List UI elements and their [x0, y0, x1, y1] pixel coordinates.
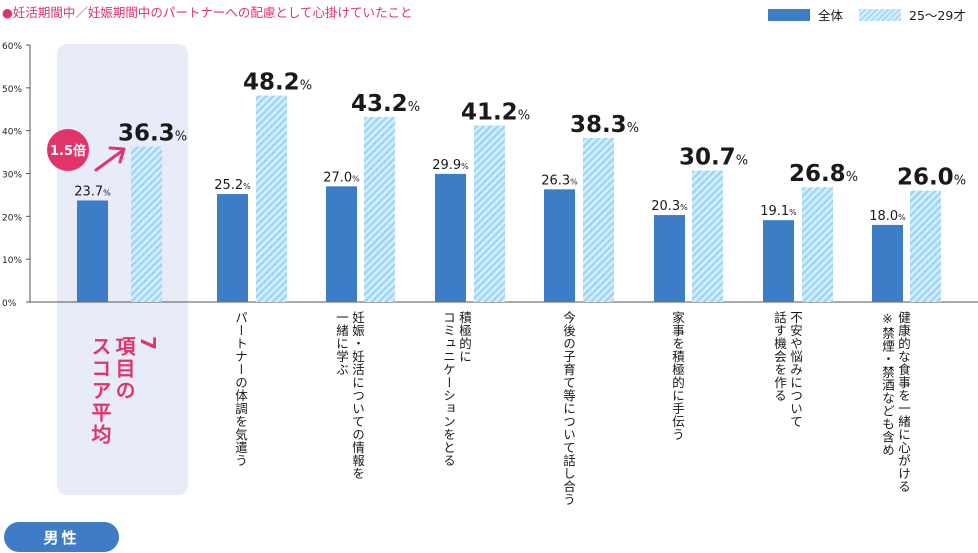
ratio-arrow-line	[94, 149, 124, 172]
category-label: 不安や悩みについて 話す機会を作る	[772, 311, 803, 428]
y-tick-label: 60%	[2, 42, 22, 52]
category-label: 家事を積極的に手伝う	[670, 311, 685, 441]
value-label-all: 18.0%	[869, 209, 906, 224]
ratio-label: 1.5倍	[50, 143, 86, 159]
legend-label-age: 25～29才	[909, 8, 966, 23]
ratio-annotation: 1.5倍	[47, 129, 126, 172]
value-label-all: 29.9%	[432, 158, 469, 173]
bar-age	[364, 116, 395, 303]
category-label: 妊娠・妊活についての情報を 一緒に学ぶ	[334, 311, 365, 480]
value-label-age: 41.2%	[461, 100, 530, 126]
bar-all	[872, 224, 903, 302]
value-labels: 23.7% 36.3% 25.2% 48.2% 27.0% 43.2% 29.9% 41.2%…	[74, 70, 966, 224]
bar-all	[435, 173, 466, 302]
ratio-badge	[47, 129, 89, 171]
value-label-age: 48.2%	[243, 70, 312, 96]
value-label-age: 36.3%	[118, 121, 187, 147]
bar-age	[583, 137, 614, 302]
y-tick-label: 50%	[2, 85, 22, 95]
legend-swatch-age	[859, 8, 902, 21]
y-tick-label: 30%	[2, 171, 22, 181]
bar-age	[692, 170, 723, 302]
bar-all	[544, 189, 575, 302]
value-label-all: 23.7%	[74, 184, 111, 199]
value-label-all: 25.2%	[214, 178, 251, 193]
bar-all	[654, 215, 685, 302]
legend: 全体 25～29才	[768, 5, 966, 24]
category-label: 積極的に コミュニケーションをとる	[441, 311, 472, 467]
value-label-all: 19.1%	[760, 204, 797, 219]
bar-age	[474, 125, 505, 302]
y-tick-label: 10%	[2, 256, 22, 266]
sex-badge: 男性	[4, 522, 119, 552]
average-label: 7 項目の スコア平均	[88, 336, 160, 446]
bar-all	[77, 200, 108, 302]
legend-label-all: 全体	[818, 8, 844, 23]
category-label: 健康的な食事を一緒に心がける ※禁煙・禁酒なども含め	[880, 311, 911, 493]
legend-swatch-all	[768, 8, 810, 21]
chart-title: ●妊活期間中／妊娠期間中のパートナーへの配慮として心掛けていたこと	[2, 5, 413, 20]
y-tick-label: 20%	[2, 213, 22, 223]
bar-age	[802, 187, 833, 302]
value-label-all: 27.0%	[323, 170, 360, 185]
bar-age	[910, 190, 941, 302]
value-label-age: 30.7%	[679, 145, 748, 171]
bar-all	[326, 186, 357, 302]
value-label-age: 26.8%	[789, 161, 858, 187]
bar-all	[217, 194, 248, 302]
bar-all	[763, 220, 794, 302]
category-label: 今後の子育て等について話し合う	[561, 311, 576, 506]
value-label-age: 38.3%	[570, 112, 639, 138]
value-label-age: 43.2%	[351, 91, 420, 117]
y-tick-label: 0%	[2, 299, 17, 309]
bars	[77, 95, 941, 303]
value-label-all: 26.3%	[541, 173, 578, 188]
value-label-age: 26.0%	[897, 165, 966, 191]
bar-age	[256, 95, 287, 302]
category-label: パートナーの体調を気遣う	[233, 311, 248, 467]
y-tick-label: 40%	[2, 128, 22, 138]
value-label-all: 20.3%	[651, 199, 688, 214]
ratio-arrow-head	[108, 146, 126, 164]
bar-age	[131, 146, 162, 302]
